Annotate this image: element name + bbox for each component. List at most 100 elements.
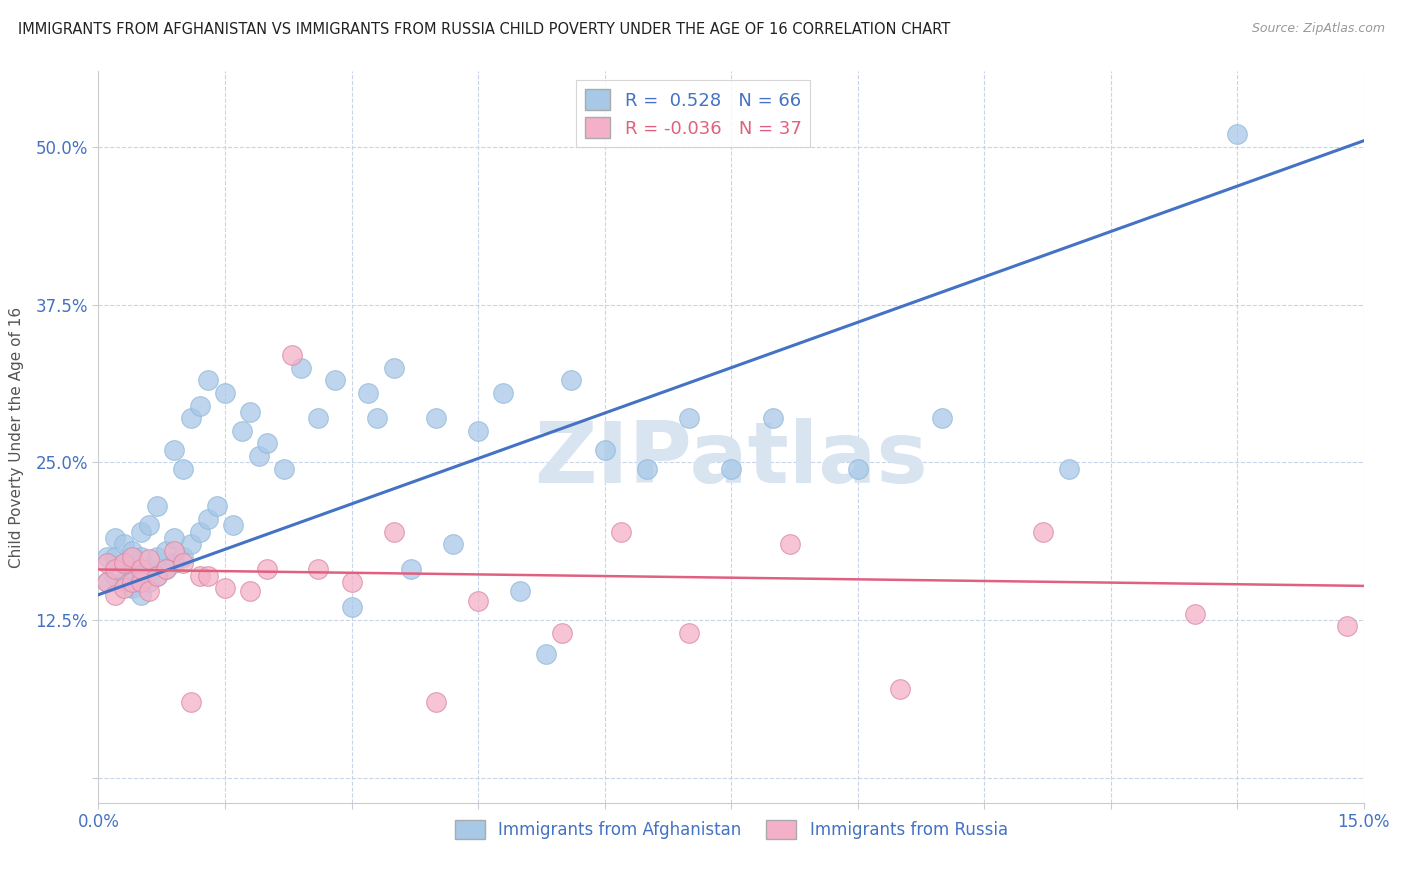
Point [112,575,135,590]
Point [281,348,304,362]
Point [129,588,152,602]
Point [155,562,177,576]
Point [720,461,742,475]
Point [121,549,143,564]
Point [239,405,262,419]
Point [104,562,127,576]
Point [121,582,143,596]
Point [425,695,447,709]
Point [129,562,152,576]
Point [163,442,186,457]
Point [357,386,380,401]
Point [129,549,152,564]
Point [197,512,219,526]
Point [340,600,363,615]
Point [239,583,262,598]
Point [96,575,118,590]
Point [172,549,194,564]
Point [678,411,700,425]
Point [399,562,422,576]
Point [366,411,388,425]
Point [104,569,127,583]
Point [256,562,278,576]
Point [138,552,160,566]
Point [222,518,245,533]
Point [323,373,346,387]
Point [180,411,202,425]
Point [1226,128,1249,142]
Point [121,575,143,590]
Point [138,575,160,590]
Point [779,537,801,551]
Point [1184,607,1206,621]
Point [180,537,202,551]
Point [560,373,582,387]
Point [96,556,118,570]
Point [129,569,152,583]
Point [172,461,194,475]
Text: IMMIGRANTS FROM AFGHANISTAN VS IMMIGRANTS FROM RUSSIA CHILD POVERTY UNDER THE AG: IMMIGRANTS FROM AFGHANISTAN VS IMMIGRANT… [18,22,950,37]
Point [129,524,152,539]
Point [96,575,118,590]
Point [188,569,211,583]
Point [610,524,633,539]
Point [112,556,135,570]
Point [197,373,219,387]
Point [1032,524,1054,539]
Point [121,562,143,576]
Point [155,562,177,576]
Point [197,569,219,583]
Point [163,556,186,570]
Point [112,537,135,551]
Point [846,461,869,475]
Text: ZIPatlas: ZIPatlas [534,417,928,500]
Point [340,575,363,590]
Point [467,594,489,608]
Point [290,360,312,375]
Point [509,583,531,598]
Point [104,531,127,545]
Point [163,543,186,558]
Legend: Immigrants from Afghanistan, Immigrants from Russia: Immigrants from Afghanistan, Immigrants … [449,814,1014,846]
Point [104,588,127,602]
Point [214,582,236,596]
Point [231,424,253,438]
Point [146,569,169,583]
Point [138,518,160,533]
Point [214,386,236,401]
Point [551,625,574,640]
Point [678,625,700,640]
Y-axis label: Child Poverty Under the Age of 16: Child Poverty Under the Age of 16 [10,307,24,567]
Point [467,424,489,438]
Point [492,386,515,401]
Point [441,537,464,551]
Point [273,461,295,475]
Point [1057,461,1080,475]
Point [382,360,405,375]
Point [256,436,278,450]
Point [188,399,211,413]
Point [247,449,270,463]
Point [931,411,953,425]
Point [1336,619,1358,633]
Point [593,442,616,457]
Point [172,556,194,570]
Point [146,500,169,514]
Point [112,582,135,596]
Point [96,549,118,564]
Point [307,562,329,576]
Point [382,524,405,539]
Point [205,500,228,514]
Point [121,543,143,558]
Point [889,682,911,697]
Point [188,524,211,539]
Point [307,411,329,425]
Point [138,562,160,576]
Point [104,549,127,564]
Point [163,531,186,545]
Point [138,583,160,598]
Point [146,549,169,564]
Text: Source: ZipAtlas.com: Source: ZipAtlas.com [1251,22,1385,36]
Point [636,461,658,475]
Point [155,543,177,558]
